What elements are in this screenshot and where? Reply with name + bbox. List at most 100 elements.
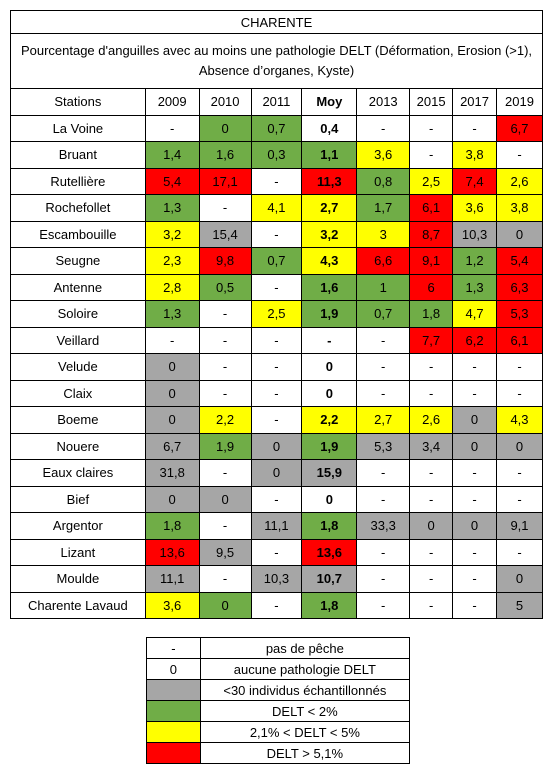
value-cell: - bbox=[452, 485, 497, 513]
value-cell: - bbox=[409, 379, 454, 407]
value-cell: 6,6 bbox=[356, 247, 411, 275]
value-cell: 4,3 bbox=[496, 406, 543, 434]
subtitle: Pourcentage d'anguilles avec au moins un… bbox=[10, 33, 543, 89]
header-cell: 2013 bbox=[356, 88, 411, 116]
station-cell: Velude bbox=[10, 353, 146, 381]
table-row: Charente Lavaud 3,6 0-1,8- - -5 bbox=[10, 591, 543, 619]
value-cell: 11,1 bbox=[144, 565, 200, 593]
value-cell: 0 bbox=[198, 591, 252, 619]
station-cell: Escambouille bbox=[10, 220, 146, 248]
value-cell: 0 bbox=[496, 565, 543, 593]
value-cell: 9,5 bbox=[198, 538, 252, 566]
value-cell: 13,6 bbox=[144, 538, 200, 566]
value-cell: 0 bbox=[409, 512, 454, 540]
legend-swatch: 0 bbox=[146, 658, 201, 680]
legend-label: 2,1% < DELT < 5% bbox=[199, 721, 411, 743]
legend-swatch bbox=[146, 742, 201, 764]
station-cell: Moulde bbox=[10, 565, 146, 593]
value-cell: 0 bbox=[301, 379, 358, 407]
value-cell: 0 bbox=[144, 485, 200, 513]
table-row: Eaux claires 31,8-0 15,9- - - - bbox=[10, 459, 543, 487]
value-cell: 0 bbox=[198, 114, 252, 142]
value-cell: 1,6 bbox=[301, 273, 358, 301]
value-cell: 0 bbox=[452, 512, 497, 540]
value-cell: - bbox=[409, 114, 454, 142]
value-cell: 5,4 bbox=[496, 247, 543, 275]
table-row: Rutellière 5,4 17,1-11,3 0,8 2,5 7,4 2,6 bbox=[10, 167, 543, 195]
value-cell: 9,1 bbox=[496, 512, 543, 540]
table-row: Moulde 11,1-10,3 10,7- - -0 bbox=[10, 565, 543, 593]
value-cell: 7,7 bbox=[409, 326, 454, 354]
value-cell: 8,7 bbox=[409, 220, 454, 248]
table-row: Argentor 1,8-11,1 1,8 33,3 0 0 9,1 bbox=[10, 512, 543, 540]
value-cell: - bbox=[409, 141, 454, 169]
value-cell: - bbox=[356, 353, 411, 381]
header-row: Stations 2009 2010 2011 Moy 2013 2015 2017 2019 bbox=[10, 88, 543, 116]
value-cell: - bbox=[198, 565, 252, 593]
value-cell: - bbox=[144, 326, 200, 354]
table-row: Bief 0 0-0- - - - bbox=[10, 485, 543, 513]
value-cell: - bbox=[356, 538, 411, 566]
value-cell: 3,6 bbox=[452, 194, 497, 222]
value-cell: - bbox=[250, 485, 303, 513]
header-cell: Stations bbox=[10, 88, 146, 116]
value-cell: 6,1 bbox=[409, 194, 454, 222]
station-cell: Rutellière bbox=[10, 167, 146, 195]
station-cell: Antenne bbox=[10, 273, 146, 301]
value-cell: 10,7 bbox=[301, 565, 358, 593]
value-cell: 0 bbox=[452, 432, 497, 460]
legend-label: pas de pêche bbox=[199, 637, 411, 659]
header-cell: Moy bbox=[301, 88, 358, 116]
station-cell: Nouere bbox=[10, 432, 146, 460]
table-row: Boeme 0 2,2-2,2 2,7 2,6 0 4,3 bbox=[10, 406, 543, 434]
value-cell: - bbox=[356, 565, 411, 593]
value-cell: - bbox=[198, 512, 252, 540]
value-cell: 17,1 bbox=[198, 167, 252, 195]
station-cell: Claix bbox=[10, 379, 146, 407]
value-cell: 0 bbox=[496, 432, 543, 460]
table-row: Escambouille 3,2 15,4-3,2 3 8,7 10,3 0 bbox=[10, 220, 543, 248]
value-cell: - bbox=[409, 353, 454, 381]
value-cell: - bbox=[198, 194, 252, 222]
value-cell: - bbox=[301, 326, 358, 354]
value-cell: 0,5 bbox=[198, 273, 252, 301]
table-row: Rochefollet 1,3-4,1 2,7 1,7 6,1 3,6 3,8 bbox=[10, 194, 543, 222]
value-cell: 1,1 bbox=[301, 141, 358, 169]
value-cell: 1,9 bbox=[301, 300, 358, 328]
value-cell: 2,6 bbox=[409, 406, 454, 434]
value-cell: - bbox=[198, 326, 252, 354]
value-cell: 1,4 bbox=[144, 141, 200, 169]
table-row: Soloire 1,3-2,5 1,9 0,7 1,8 4,7 5,3 bbox=[10, 300, 543, 328]
station-cell: Bief bbox=[10, 485, 146, 513]
value-cell: 3,2 bbox=[144, 220, 200, 248]
value-cell: 1,3 bbox=[144, 300, 200, 328]
value-cell: 0 bbox=[452, 406, 497, 434]
value-cell: - bbox=[409, 591, 454, 619]
value-cell: - bbox=[496, 459, 543, 487]
value-cell: 0,8 bbox=[356, 167, 411, 195]
value-cell: - bbox=[250, 591, 303, 619]
table-row: Bruant 1,4 1,6 0,3 1,1 3,6-3,8- bbox=[10, 141, 543, 169]
value-cell: 5,3 bbox=[496, 300, 543, 328]
title: CHARENTE bbox=[10, 10, 543, 34]
value-cell: - bbox=[496, 379, 543, 407]
value-cell: 3 bbox=[356, 220, 411, 248]
value-cell: 3,2 bbox=[301, 220, 358, 248]
value-cell: - bbox=[356, 459, 411, 487]
value-cell: 0,7 bbox=[250, 114, 303, 142]
value-cell: 2,2 bbox=[198, 406, 252, 434]
value-cell: 1,8 bbox=[144, 512, 200, 540]
value-cell: 1,8 bbox=[409, 300, 454, 328]
legend-row: DELT < 2% bbox=[146, 700, 411, 722]
value-cell: 0 bbox=[144, 379, 200, 407]
value-cell: - bbox=[356, 114, 411, 142]
value-cell: 15,9 bbox=[301, 459, 358, 487]
value-cell: - bbox=[250, 220, 303, 248]
value-cell: 1,6 bbox=[198, 141, 252, 169]
value-cell: 5,3 bbox=[356, 432, 411, 460]
value-cell: 1,3 bbox=[452, 273, 497, 301]
value-cell: 15,4 bbox=[198, 220, 252, 248]
legend-label: DELT < 2% bbox=[199, 700, 411, 722]
value-cell: - bbox=[452, 538, 497, 566]
